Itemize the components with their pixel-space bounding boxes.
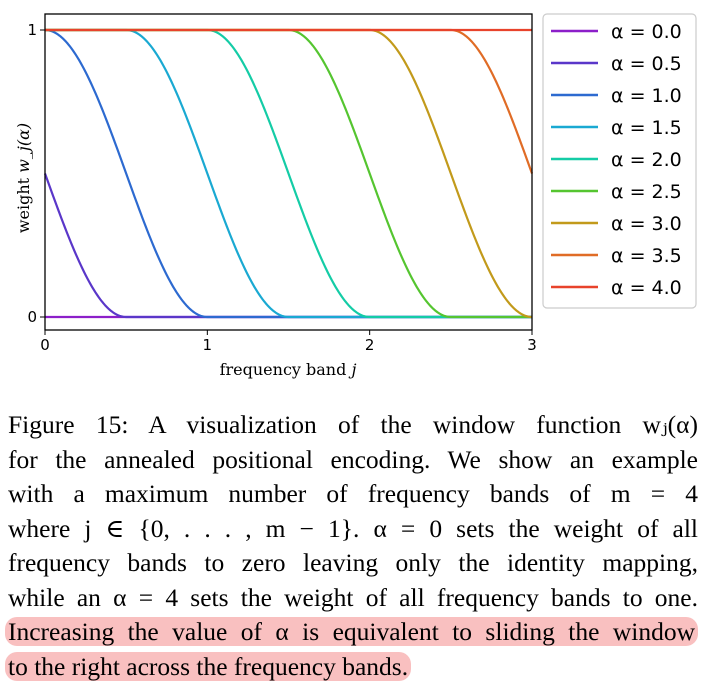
- y-tick-label: 1: [27, 21, 37, 39]
- x-tick-label: 3: [527, 336, 537, 354]
- legend-label: α = 0.0: [611, 21, 682, 43]
- legend-label: α = 1.0: [611, 85, 682, 107]
- window-function-chart: 0 1 2 3 0 1 frequency band j weight w_j(α) α …: [14, 13, 697, 379]
- highlighted-text-1: Increasing the value of α is equivalent …: [5, 617, 698, 646]
- caption-line-3: with a maximum number of frequency bands…: [8, 479, 698, 508]
- legend: α = 0.0 α = 0.5 α = 1.0 α = 1.5 α = 2.0 α = 2…: [542, 13, 697, 309]
- series-line-alpha-2: [45, 28, 532, 319]
- x-tick-label: 0: [40, 336, 50, 354]
- legend-label: α = 1.5: [611, 117, 682, 139]
- legend-entry: α = 3.5: [551, 245, 682, 267]
- figure-15-plot: 0 1 2 3 0 1 frequency band j weight w_j(α) α …: [14, 13, 697, 379]
- caption-line-2: for the annealed positional encoding. We…: [8, 444, 698, 474]
- legend-label: α = 3.5: [611, 245, 682, 267]
- series-layer: [43, 28, 534, 319]
- ticks-layer: 0 1 2 3 0 1: [27, 21, 536, 354]
- legend-entry: α = 3.0: [551, 213, 682, 235]
- caption-line-1: Figure 15: A visualization of the window…: [8, 410, 698, 439]
- highlighted-text-2: to the right across the frequency bands.: [5, 651, 412, 681]
- x-tick-label: 1: [203, 336, 213, 354]
- caption-line-5: frequency bands to zero leaving only the…: [8, 548, 698, 577]
- caption-line-8: to the right across the frequency bands.: [5, 650, 698, 685]
- legend-entry: α = 1.0: [551, 85, 682, 107]
- legend-entries: α = 0.0 α = 0.5 α = 1.0 α = 1.5 α = 2.0 α = 2…: [551, 21, 682, 299]
- x-axis-label: frequency band j: [220, 360, 357, 379]
- figure-caption: Figure 15: A visualization of the window…: [5, 408, 698, 685]
- legend-label: α = 4.0: [611, 277, 682, 299]
- legend-label: α = 3.0: [611, 213, 682, 235]
- legend-entry: α = 2.0: [551, 149, 682, 171]
- caption-line-4: where j ∈ {0, . . . , m − 1}. α = 0 sets…: [8, 513, 698, 543]
- legend-box: [542, 13, 697, 309]
- legend-entry: α = 0.5: [551, 53, 682, 75]
- legend-label: α = 0.5: [611, 53, 682, 75]
- x-tick-label: 2: [365, 336, 375, 354]
- legend-label: α = 2.5: [611, 181, 682, 203]
- plot-frame: [44, 13, 533, 331]
- y-axis-label: weight w_j(α): [14, 123, 33, 233]
- legend-entry: α = 1.5: [551, 117, 682, 139]
- legend-entry: α = 2.5: [551, 181, 682, 203]
- y-tick-label: 0: [27, 308, 37, 326]
- legend-entry: α = 0.0: [551, 21, 682, 43]
- caption-line-7: Increasing the value of α is equivalent …: [5, 615, 698, 650]
- caption-line-6: while an α = 4 sets the weight of all fr…: [8, 582, 698, 612]
- legend-entry: α = 4.0: [551, 277, 682, 299]
- legend-label: α = 2.0: [611, 149, 682, 171]
